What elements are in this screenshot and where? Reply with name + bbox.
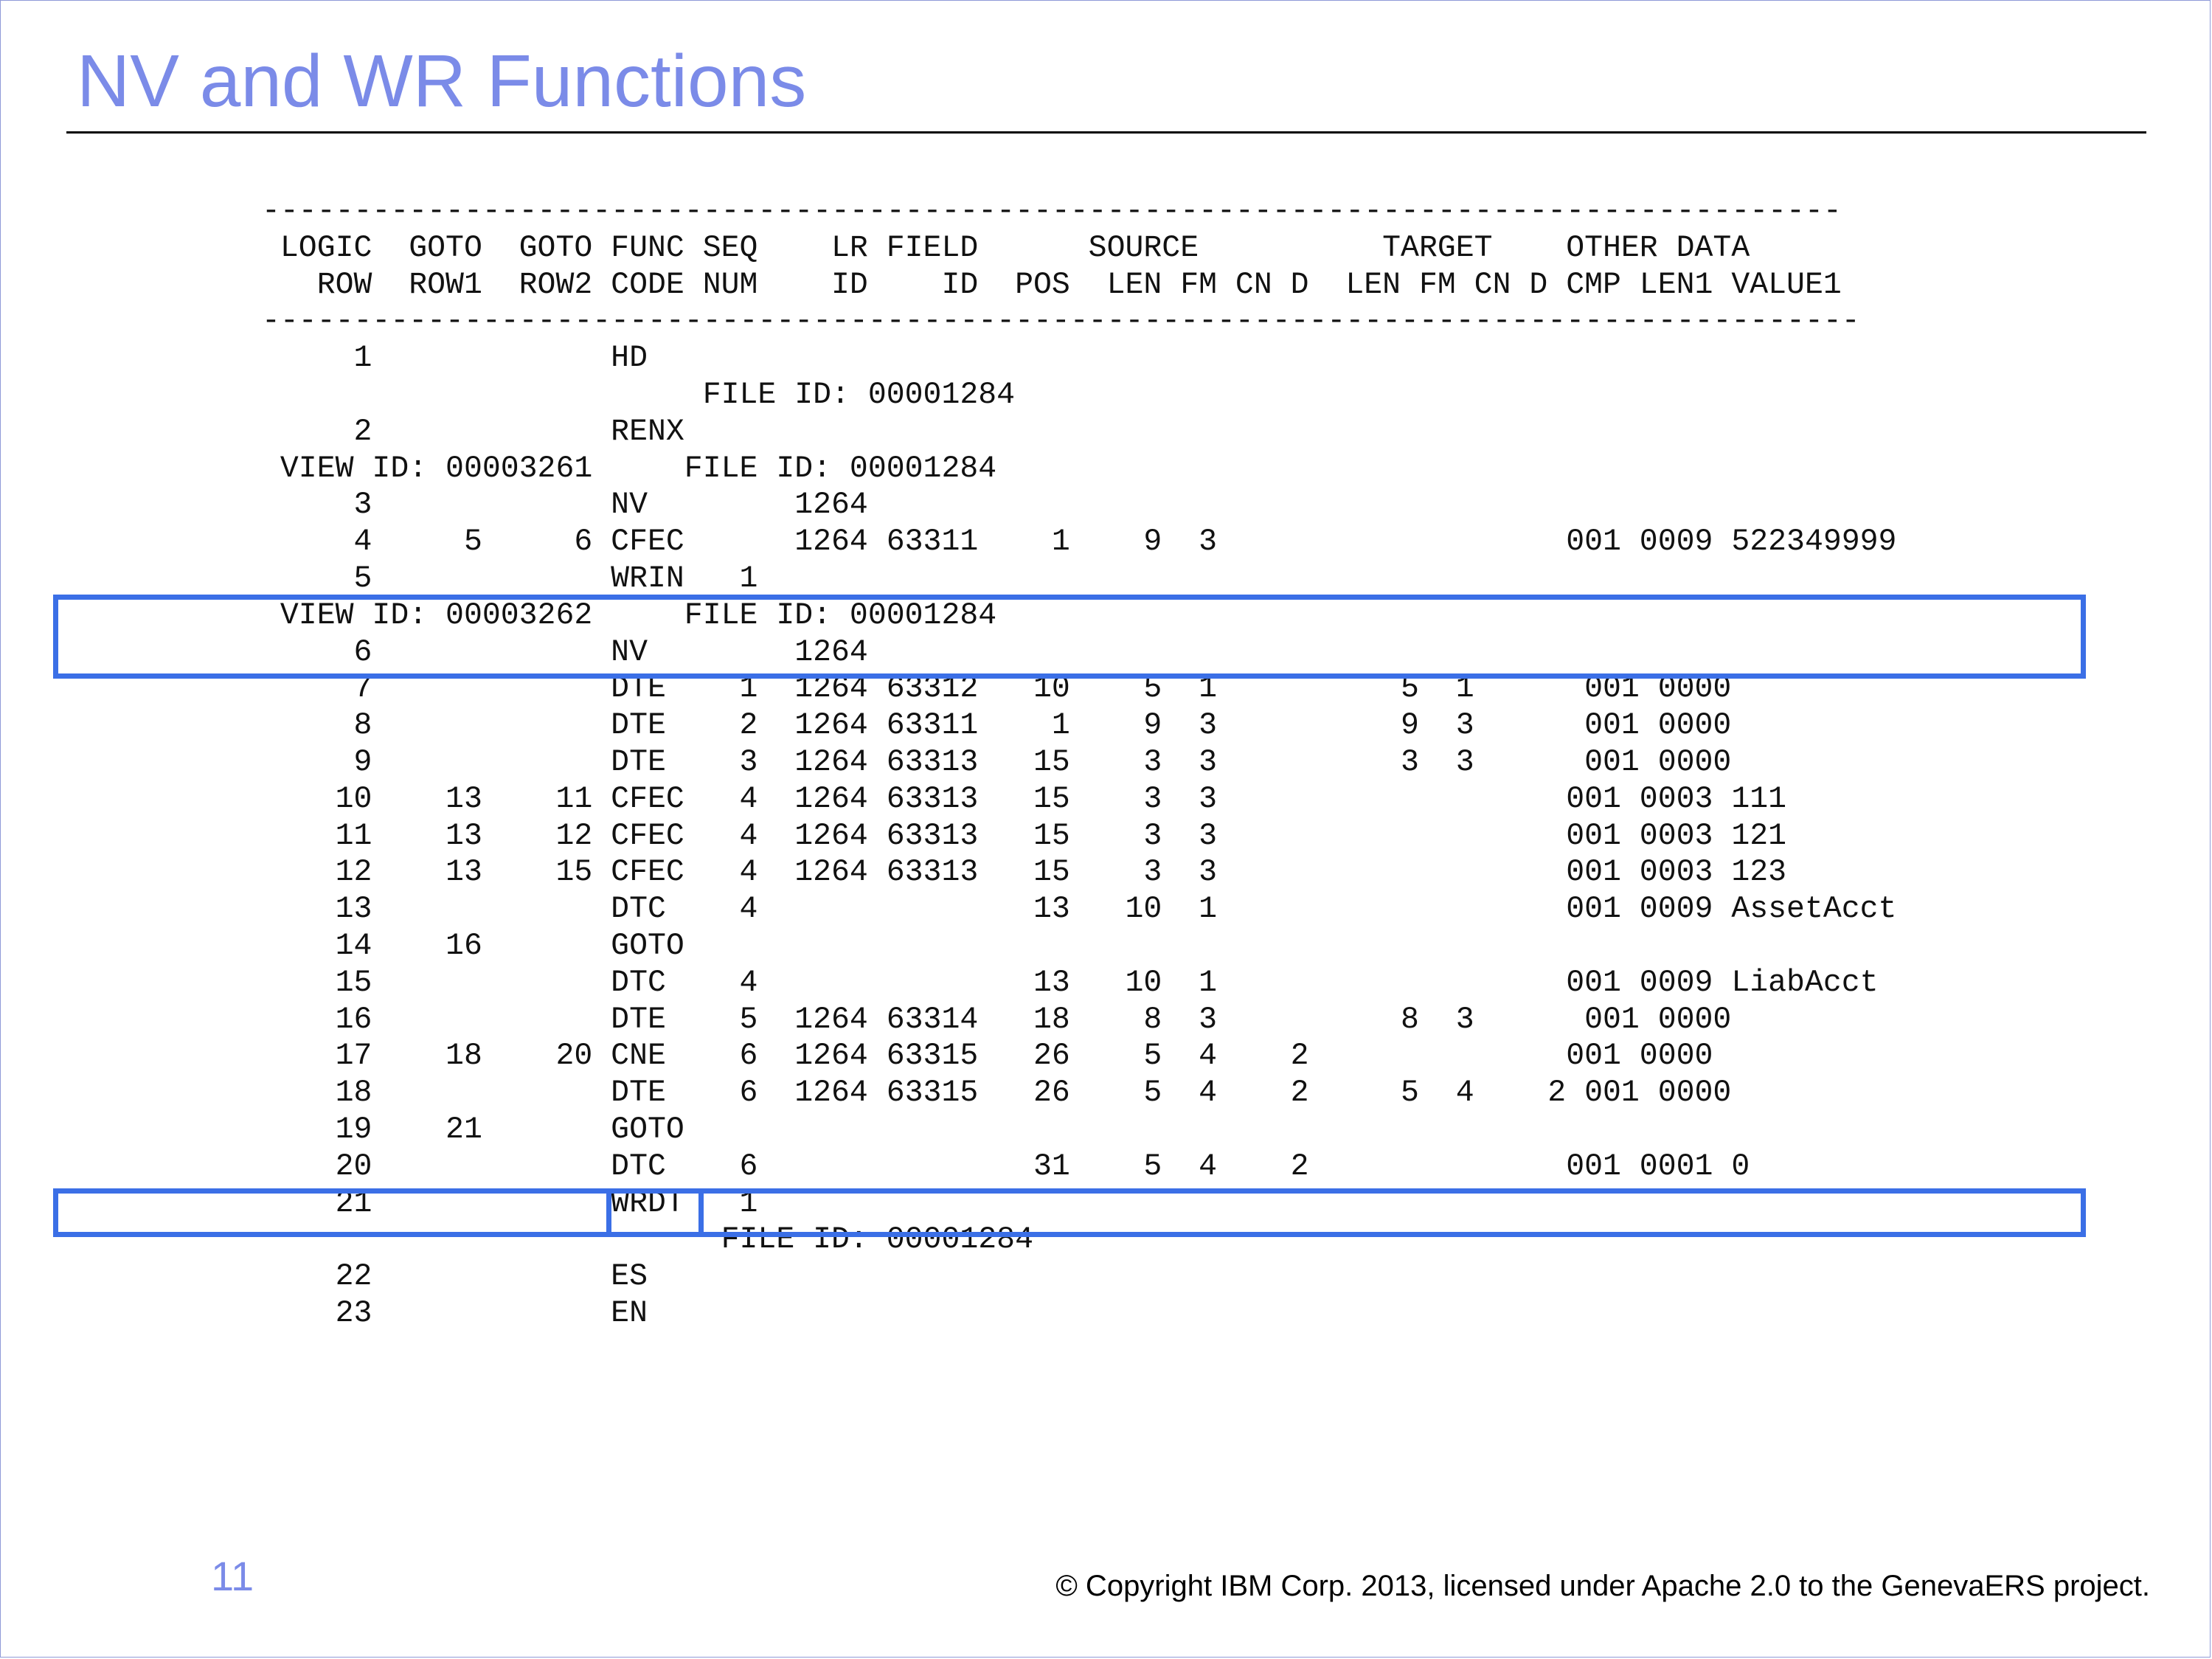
highlight-wrdt-code	[606, 1188, 704, 1237]
listing-line: 19 21 GOTO	[262, 1112, 684, 1147]
listing-line: 2 RENX	[262, 414, 684, 449]
listing-line: 6 NV 1264	[262, 634, 868, 670]
title-underline	[66, 131, 2146, 134]
highlight-row-21	[53, 1188, 2086, 1237]
listing-line: 22 ES	[262, 1259, 648, 1295]
listing-line: 16 DTE 5 1264 63314 18 8 3 8 3 001 0000	[262, 1002, 1732, 1037]
page-number: 11	[211, 1553, 254, 1599]
copyright-notice: © Copyright IBM Corp. 2013, licensed und…	[1055, 1570, 2150, 1602]
listing-line: 8 DTE 2 1264 63311 1 9 3 9 3 001 0000	[262, 708, 1732, 744]
listing-line: ----------------------------------------…	[262, 304, 1860, 339]
listing-line: FILE ID: 00001284	[262, 377, 1016, 412]
logic-table-listing: ----------------------------------------…	[262, 193, 1896, 1332]
highlight-view-3262-nv	[53, 595, 2086, 679]
listing-line: 5 WRIN 1	[262, 561, 758, 596]
listing-line: FILE ID: 00001284	[262, 1222, 1033, 1258]
listing-line: 17 18 20 CNE 6 1264 63315 26 5 4 2 001 0…	[262, 1039, 1713, 1074]
listing-line: VIEW ID: 00003261 FILE ID: 00001284	[262, 451, 997, 486]
listing-line: LOGIC GOTO GOTO FUNC SEQ LR FIELD SOURCE…	[262, 230, 1750, 266]
listing-line: 9 DTE 3 1264 63313 15 3 3 3 3 001 0000	[262, 744, 1732, 780]
listing-line: ROW ROW1 ROW2 CODE NUM ID ID POS LEN FM …	[262, 267, 1842, 302]
slide-title: NV and WR Functions	[77, 40, 807, 122]
listing-line: 4 5 6 CFEC 1264 63311 1 9 3 001 0009 522…	[262, 524, 1897, 560]
listing-line: VIEW ID: 00003262 FILE ID: 00001284	[262, 598, 997, 633]
listing-line: 20 DTC 6 31 5 4 2 001 0001 0	[262, 1149, 1750, 1184]
listing-line: 10 13 11 CFEC 4 1264 63313 15 3 3 001 00…	[262, 781, 1787, 817]
listing-line: 13 DTC 4 13 10 1 001 0009 AssetAcct	[262, 892, 1897, 927]
listing-line: 18 DTE 6 1264 63315 26 5 4 2 5 4 2 001 0…	[262, 1076, 1732, 1111]
listing-line: 3 NV 1264	[262, 488, 868, 523]
listing-line: 23 EN	[262, 1295, 648, 1331]
listing-line: 11 13 12 CFEC 4 1264 63313 15 3 3 001 00…	[262, 818, 1787, 853]
listing-line: ----------------------------------------…	[262, 194, 1842, 229]
listing-line: 15 DTC 4 13 10 1 001 0009 LiabAcct	[262, 965, 1879, 1000]
listing-line: 1 HD	[262, 341, 648, 376]
listing-line: 14 16 GOTO	[262, 928, 684, 963]
listing-line: 12 13 15 CFEC 4 1264 63313 15 3 3 001 00…	[262, 855, 1787, 890]
